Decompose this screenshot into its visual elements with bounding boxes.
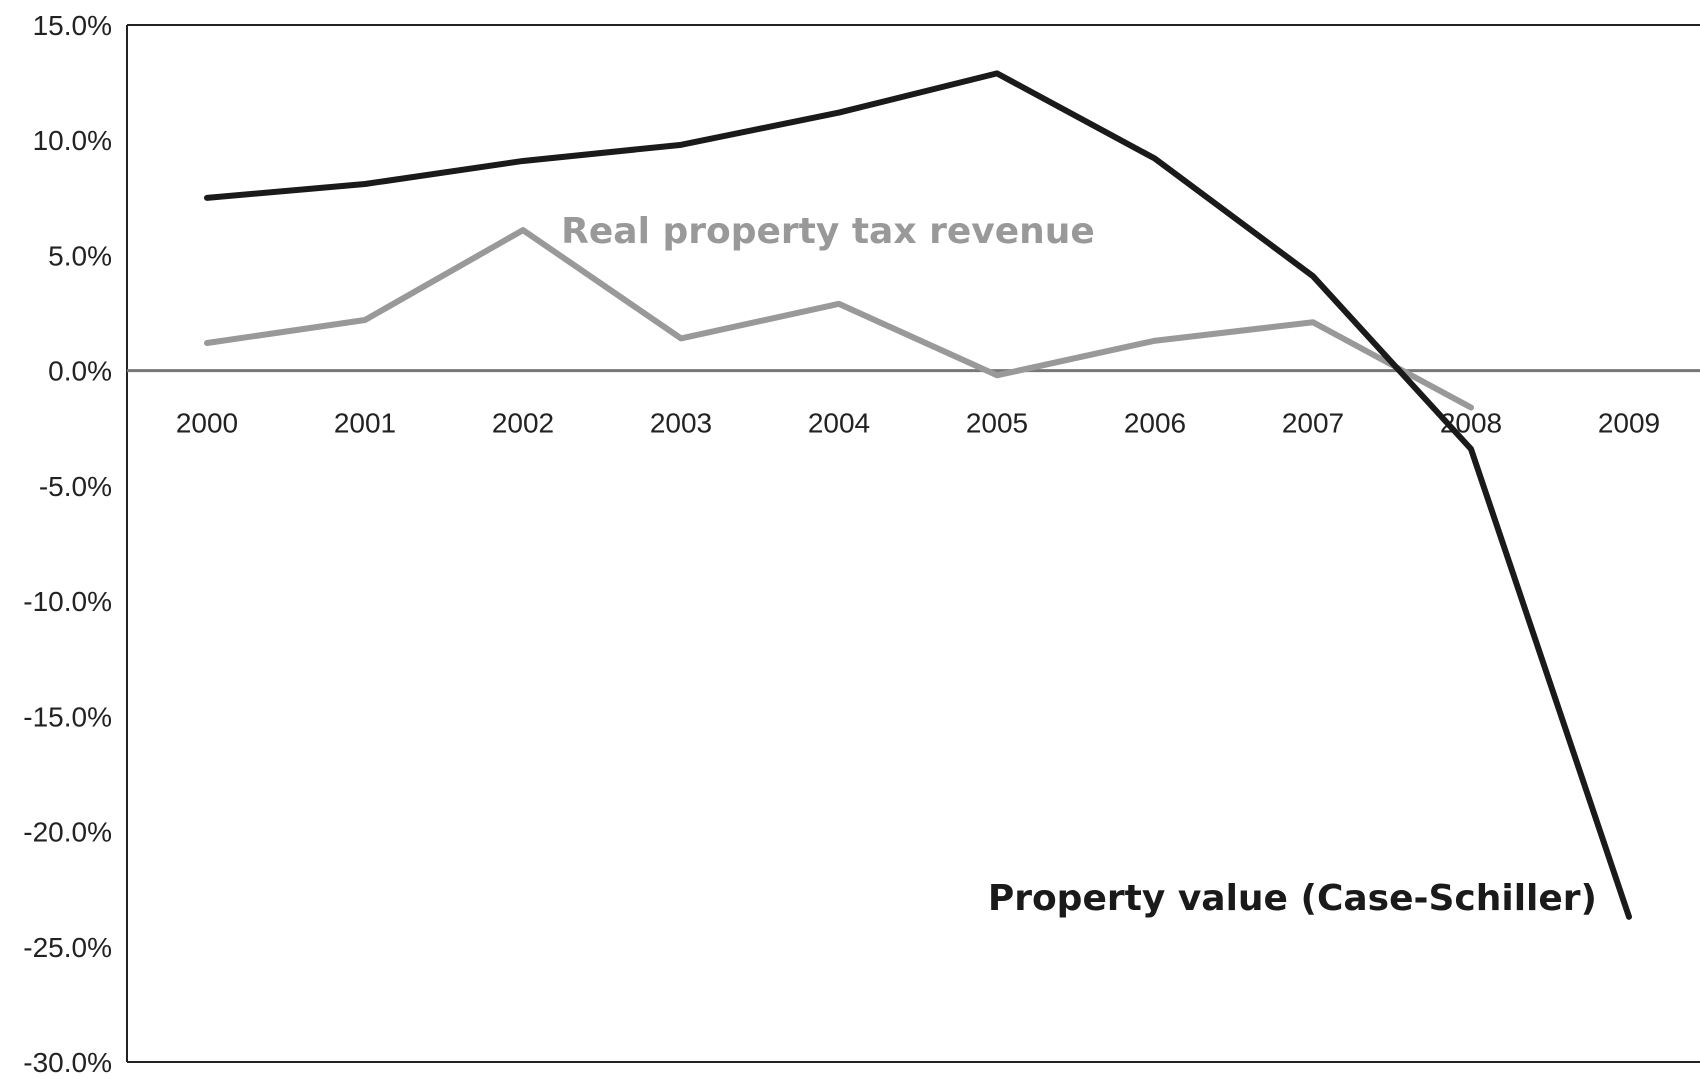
data-point-property-value [1152,156,1158,162]
y-tick-label: -20.0% [23,817,112,848]
series-line-tax-revenue [204,227,1474,411]
series-label-tax-revenue: Real property tax revenue [561,211,1095,252]
x-tick-label: 2005 [966,408,1028,439]
data-point-tax-revenue [1468,405,1474,411]
y-tick-label: -30.0% [23,1047,112,1078]
y-tick-label: 5.0% [48,240,112,271]
data-point-tax-revenue [204,340,210,346]
data-point-tax-revenue [994,372,1000,378]
y-tick-label: 10.0% [33,125,112,156]
data-point-tax-revenue [678,335,684,341]
y-tick-label: -25.0% [23,932,112,963]
data-point-property-value [994,70,1000,76]
data-point-tax-revenue [836,301,842,307]
series-line-property-value [204,70,1632,920]
series-lines [204,70,1632,920]
x-tick-label: 2000 [176,408,238,439]
y-tick-label: -5.0% [39,471,112,502]
series-label-property-value: Property value (Case-Schiller) [988,878,1597,919]
x-tick-label: 2003 [650,408,712,439]
y-tick-label: -10.0% [23,586,112,617]
x-tick-label: 2002 [492,408,554,439]
data-point-property-value [1626,914,1632,920]
data-point-tax-revenue [1152,338,1158,344]
data-point-property-value [1468,446,1474,452]
x-tick-label: 2001 [334,408,396,439]
axes: 15.0% 10.0% 5.0% 0.0% -5.0% -10.0% -15.0% -20.0… [23,10,1700,1078]
data-point-property-value [520,158,526,164]
data-point-tax-revenue [1310,319,1316,325]
y-tick-label: -15.0% [23,701,112,732]
data-point-property-value [362,181,368,187]
data-point-property-value [836,110,842,116]
y-tick-label: 0.0% [48,356,112,387]
data-point-property-value [1310,273,1316,279]
y-tick-label: 15.0% [33,10,112,41]
data-point-property-value [204,195,210,201]
data-point-property-value [678,142,684,148]
labels: Real property tax revenue Property value … [561,211,1597,919]
x-tick-label: 2006 [1124,408,1186,439]
x-tick-label: 2009 [1598,408,1660,439]
x-tick-label: 2004 [808,408,870,439]
data-point-tax-revenue [520,227,526,233]
data-point-tax-revenue [362,317,368,323]
x-tick-label: 2007 [1282,408,1344,439]
